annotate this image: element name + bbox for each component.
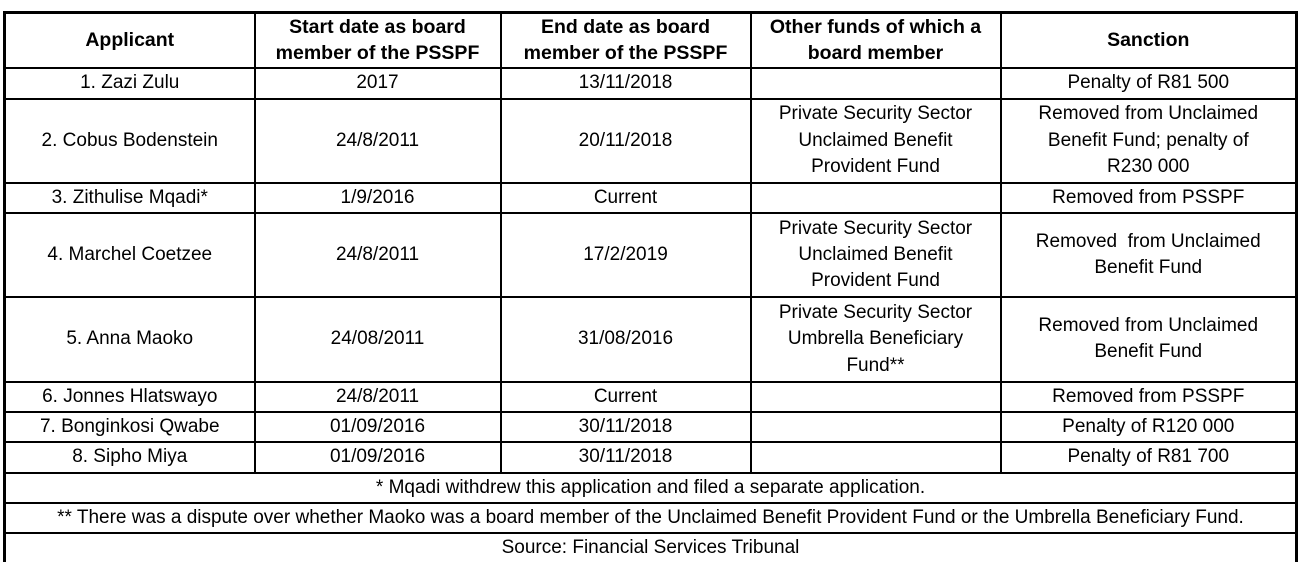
cell-start-date: 01/09/2016 [253,441,502,474]
cell-end-date: 30/11/2018 [499,411,752,444]
cell-start-date: 24/8/2011 [253,380,502,414]
cell-end-date: 31/08/2016 [499,295,752,383]
cell-start-date: 2017 [253,67,502,100]
cell-applicant: 4. Marchel Coetzee [3,211,256,298]
column-header-sanction: Sanction [999,11,1298,70]
table-row: 3. Zithulise Mqadi* 1/9/2016 Current Rem… [3,181,1298,214]
footnote-text: ** There was a dispute over whether Maok… [3,501,1298,535]
cell-other-funds [749,441,1002,474]
cell-other-funds: Private Security Sector Umbrella Benefic… [749,295,1002,383]
cell-sanction: Removed from Unclaimed Benefit Fund [999,295,1298,383]
cell-end-date: 13/11/2018 [499,67,752,100]
table-row: 8. Sipho Miya 01/09/2016 30/11/2018 Pena… [3,441,1298,474]
column-header-applicant: Applicant [3,11,256,70]
cell-sanction: Removed from Unclaimed Benefit Fund [999,211,1298,298]
footnote-row-maoko: ** There was a dispute over whether Maok… [3,501,1298,535]
source-row: Source: Financial Services Tribunal [3,532,1298,562]
source-attribution: Source: Financial Services Tribunal [3,532,1298,562]
cell-applicant: 7. Bonginkosi Qwabe [3,411,256,444]
footnote-row-mqadi: * Mqadi withdrew this application and fi… [3,471,1298,504]
table-row: 4. Marchel Coetzee 24/8/2011 17/2/2019 P… [3,211,1298,298]
cell-sanction: Penalty of R81 700 [999,441,1298,474]
cell-applicant: 3. Zithulise Mqadi* [3,181,256,214]
cell-other-funds [749,380,1002,414]
cell-sanction: Removed from PSSPF [999,380,1298,414]
cell-start-date: 24/08/2011 [253,295,502,383]
cell-other-funds: Private Security Sector Unclaimed Benefi… [749,211,1002,298]
cell-start-date: 24/8/2011 [253,97,502,184]
cell-sanction: Penalty of R81 500 [999,67,1298,100]
cell-other-funds [749,181,1002,214]
cell-other-funds [749,411,1002,444]
cell-end-date: 17/2/2019 [499,211,752,298]
column-header-end-date: End date as board member of the PSSPF [499,11,752,70]
cell-applicant: 2. Cobus Bodenstein [3,97,256,184]
table-row: 1. Zazi Zulu 2017 13/11/2018 Penalty of … [3,67,1298,100]
cell-sanction: Removed from PSSPF [999,181,1298,214]
table-row: 6. Jonnes Hlatswayo 24/8/2011 Current Re… [3,380,1298,414]
psspf-sanctions-table: Applicant Start date as board member of … [3,11,1298,562]
cell-sanction: Penalty of R120 000 [999,411,1298,444]
footnote-text: * Mqadi withdrew this application and fi… [3,471,1298,504]
cell-applicant: 5. Anna Maoko [3,295,256,383]
column-header-start-date: Start date as board member of the PSSPF [253,11,502,70]
cell-applicant: 6. Jonnes Hlatswayo [3,380,256,414]
cell-end-date: 30/11/2018 [499,441,752,474]
cell-applicant: 8. Sipho Miya [3,441,256,474]
table-row: 7. Bonginkosi Qwabe 01/09/2016 30/11/201… [3,411,1298,444]
cell-sanction: Removed from Unclaimed Benefit Fund; pen… [999,97,1298,184]
table-row: 5. Anna Maoko 24/08/2011 31/08/2016 Priv… [3,295,1298,383]
cell-applicant: 1. Zazi Zulu [3,67,256,100]
column-header-other-funds: Other funds of which a board member [749,11,1002,70]
cell-other-funds: Private Security Sector Unclaimed Benefi… [749,97,1002,184]
cell-start-date: 01/09/2016 [253,411,502,444]
cell-end-date: 20/11/2018 [499,97,752,184]
cell-start-date: 1/9/2016 [253,181,502,214]
table-row: 2. Cobus Bodenstein 24/8/2011 20/11/2018… [3,97,1298,184]
cell-end-date: Current [499,380,752,414]
cell-other-funds [749,67,1002,100]
cell-start-date: 24/8/2011 [253,211,502,298]
cell-end-date: Current [499,181,752,214]
header-row: Applicant Start date as board member of … [3,11,1298,70]
